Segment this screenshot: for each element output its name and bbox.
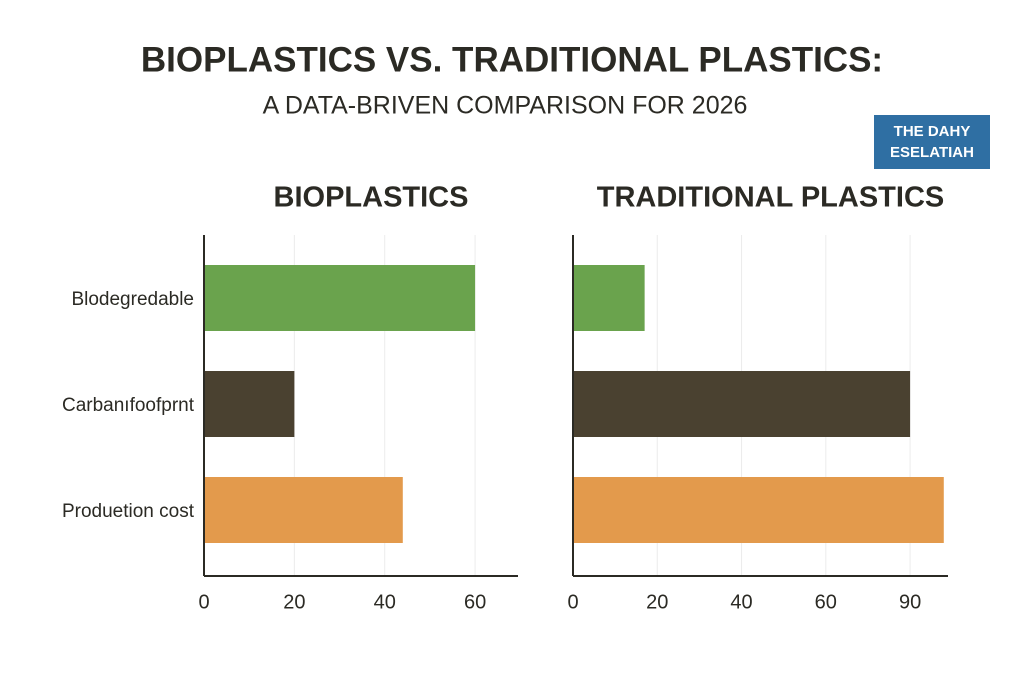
x-tick-label: 90 <box>899 591 921 613</box>
bar <box>204 477 403 543</box>
x-tick-label: 60 <box>464 591 486 613</box>
bar <box>573 477 944 543</box>
x-tick-label: 0 <box>198 591 209 613</box>
bar <box>204 371 295 437</box>
chart-title: BIOPLASTICS VS. TRADITIONAL PLASTICS: <box>141 40 883 79</box>
bar <box>573 371 911 437</box>
badge-text: ESELATIAH <box>890 144 974 161</box>
badge <box>874 115 990 169</box>
y-tick-label: Produetion cost <box>62 501 195 522</box>
x-tick-label: 0 <box>567 591 578 613</box>
panel-title: BIOPLASTICS <box>274 182 469 214</box>
bar <box>204 265 476 331</box>
x-tick-label: 40 <box>374 591 396 613</box>
x-tick-label: 20 <box>283 591 305 613</box>
bar <box>573 265 645 331</box>
x-tick-label: 20 <box>646 591 668 613</box>
y-tick-label: Carbanıfoofprnt <box>62 395 195 416</box>
y-tick-label: Blodegredable <box>71 289 194 310</box>
x-tick-label: 60 <box>815 591 837 613</box>
x-tick-label: 40 <box>730 591 752 613</box>
panel-title: TRADITIONAL PLASTICS <box>597 182 944 214</box>
chart-subtitle: A DATA-BRIVEN COMPARISON FOR 2026 <box>263 92 748 120</box>
badge-text: THE DAHY <box>894 123 971 140</box>
